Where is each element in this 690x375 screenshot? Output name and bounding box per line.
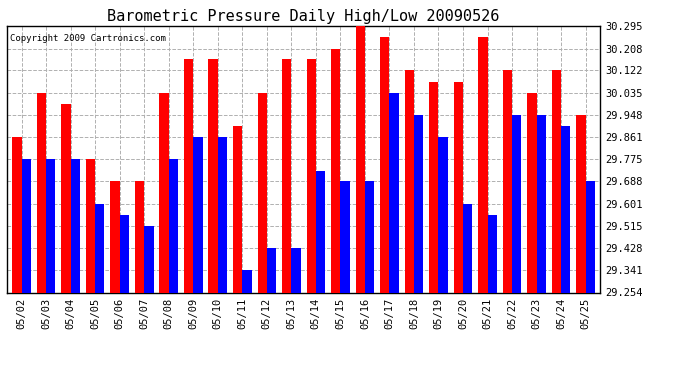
Bar [438, 137, 448, 292]
Bar [12, 137, 21, 292]
Bar [95, 204, 104, 292]
Bar [61, 104, 70, 292]
Bar [282, 60, 291, 292]
Bar [537, 115, 546, 292]
Bar [110, 182, 119, 292]
Bar [355, 26, 365, 292]
Bar [46, 159, 55, 292]
Bar [144, 226, 154, 292]
Bar [37, 93, 46, 292]
Bar [453, 82, 463, 292]
Bar [233, 126, 242, 292]
Bar [21, 159, 31, 292]
Bar [184, 60, 193, 292]
Bar [561, 126, 571, 292]
Bar [576, 115, 586, 292]
Bar [404, 70, 414, 292]
Bar [169, 159, 178, 292]
Bar [159, 93, 169, 292]
Bar [512, 115, 522, 292]
Bar [527, 93, 537, 292]
Bar [365, 182, 374, 292]
Bar [586, 182, 595, 292]
Bar [119, 215, 129, 292]
Bar [70, 159, 80, 292]
Bar [257, 93, 267, 292]
Bar [380, 37, 389, 292]
Text: Copyright 2009 Cartronics.com: Copyright 2009 Cartronics.com [10, 34, 166, 43]
Bar [503, 70, 512, 292]
Bar [331, 48, 340, 292]
Bar [242, 270, 252, 292]
Bar [291, 248, 301, 292]
Bar [414, 115, 423, 292]
Bar [389, 93, 399, 292]
Bar [316, 171, 325, 292]
Bar [488, 215, 497, 292]
Bar [267, 248, 276, 292]
Bar [306, 60, 316, 292]
Bar [218, 137, 227, 292]
Title: Barometric Pressure Daily High/Low 20090526: Barometric Pressure Daily High/Low 20090… [108, 9, 500, 24]
Bar [86, 159, 95, 292]
Bar [478, 37, 488, 292]
Bar [135, 182, 144, 292]
Bar [208, 60, 218, 292]
Bar [429, 82, 438, 292]
Bar [340, 182, 350, 292]
Bar [193, 137, 203, 292]
Bar [552, 70, 561, 292]
Bar [463, 204, 472, 292]
